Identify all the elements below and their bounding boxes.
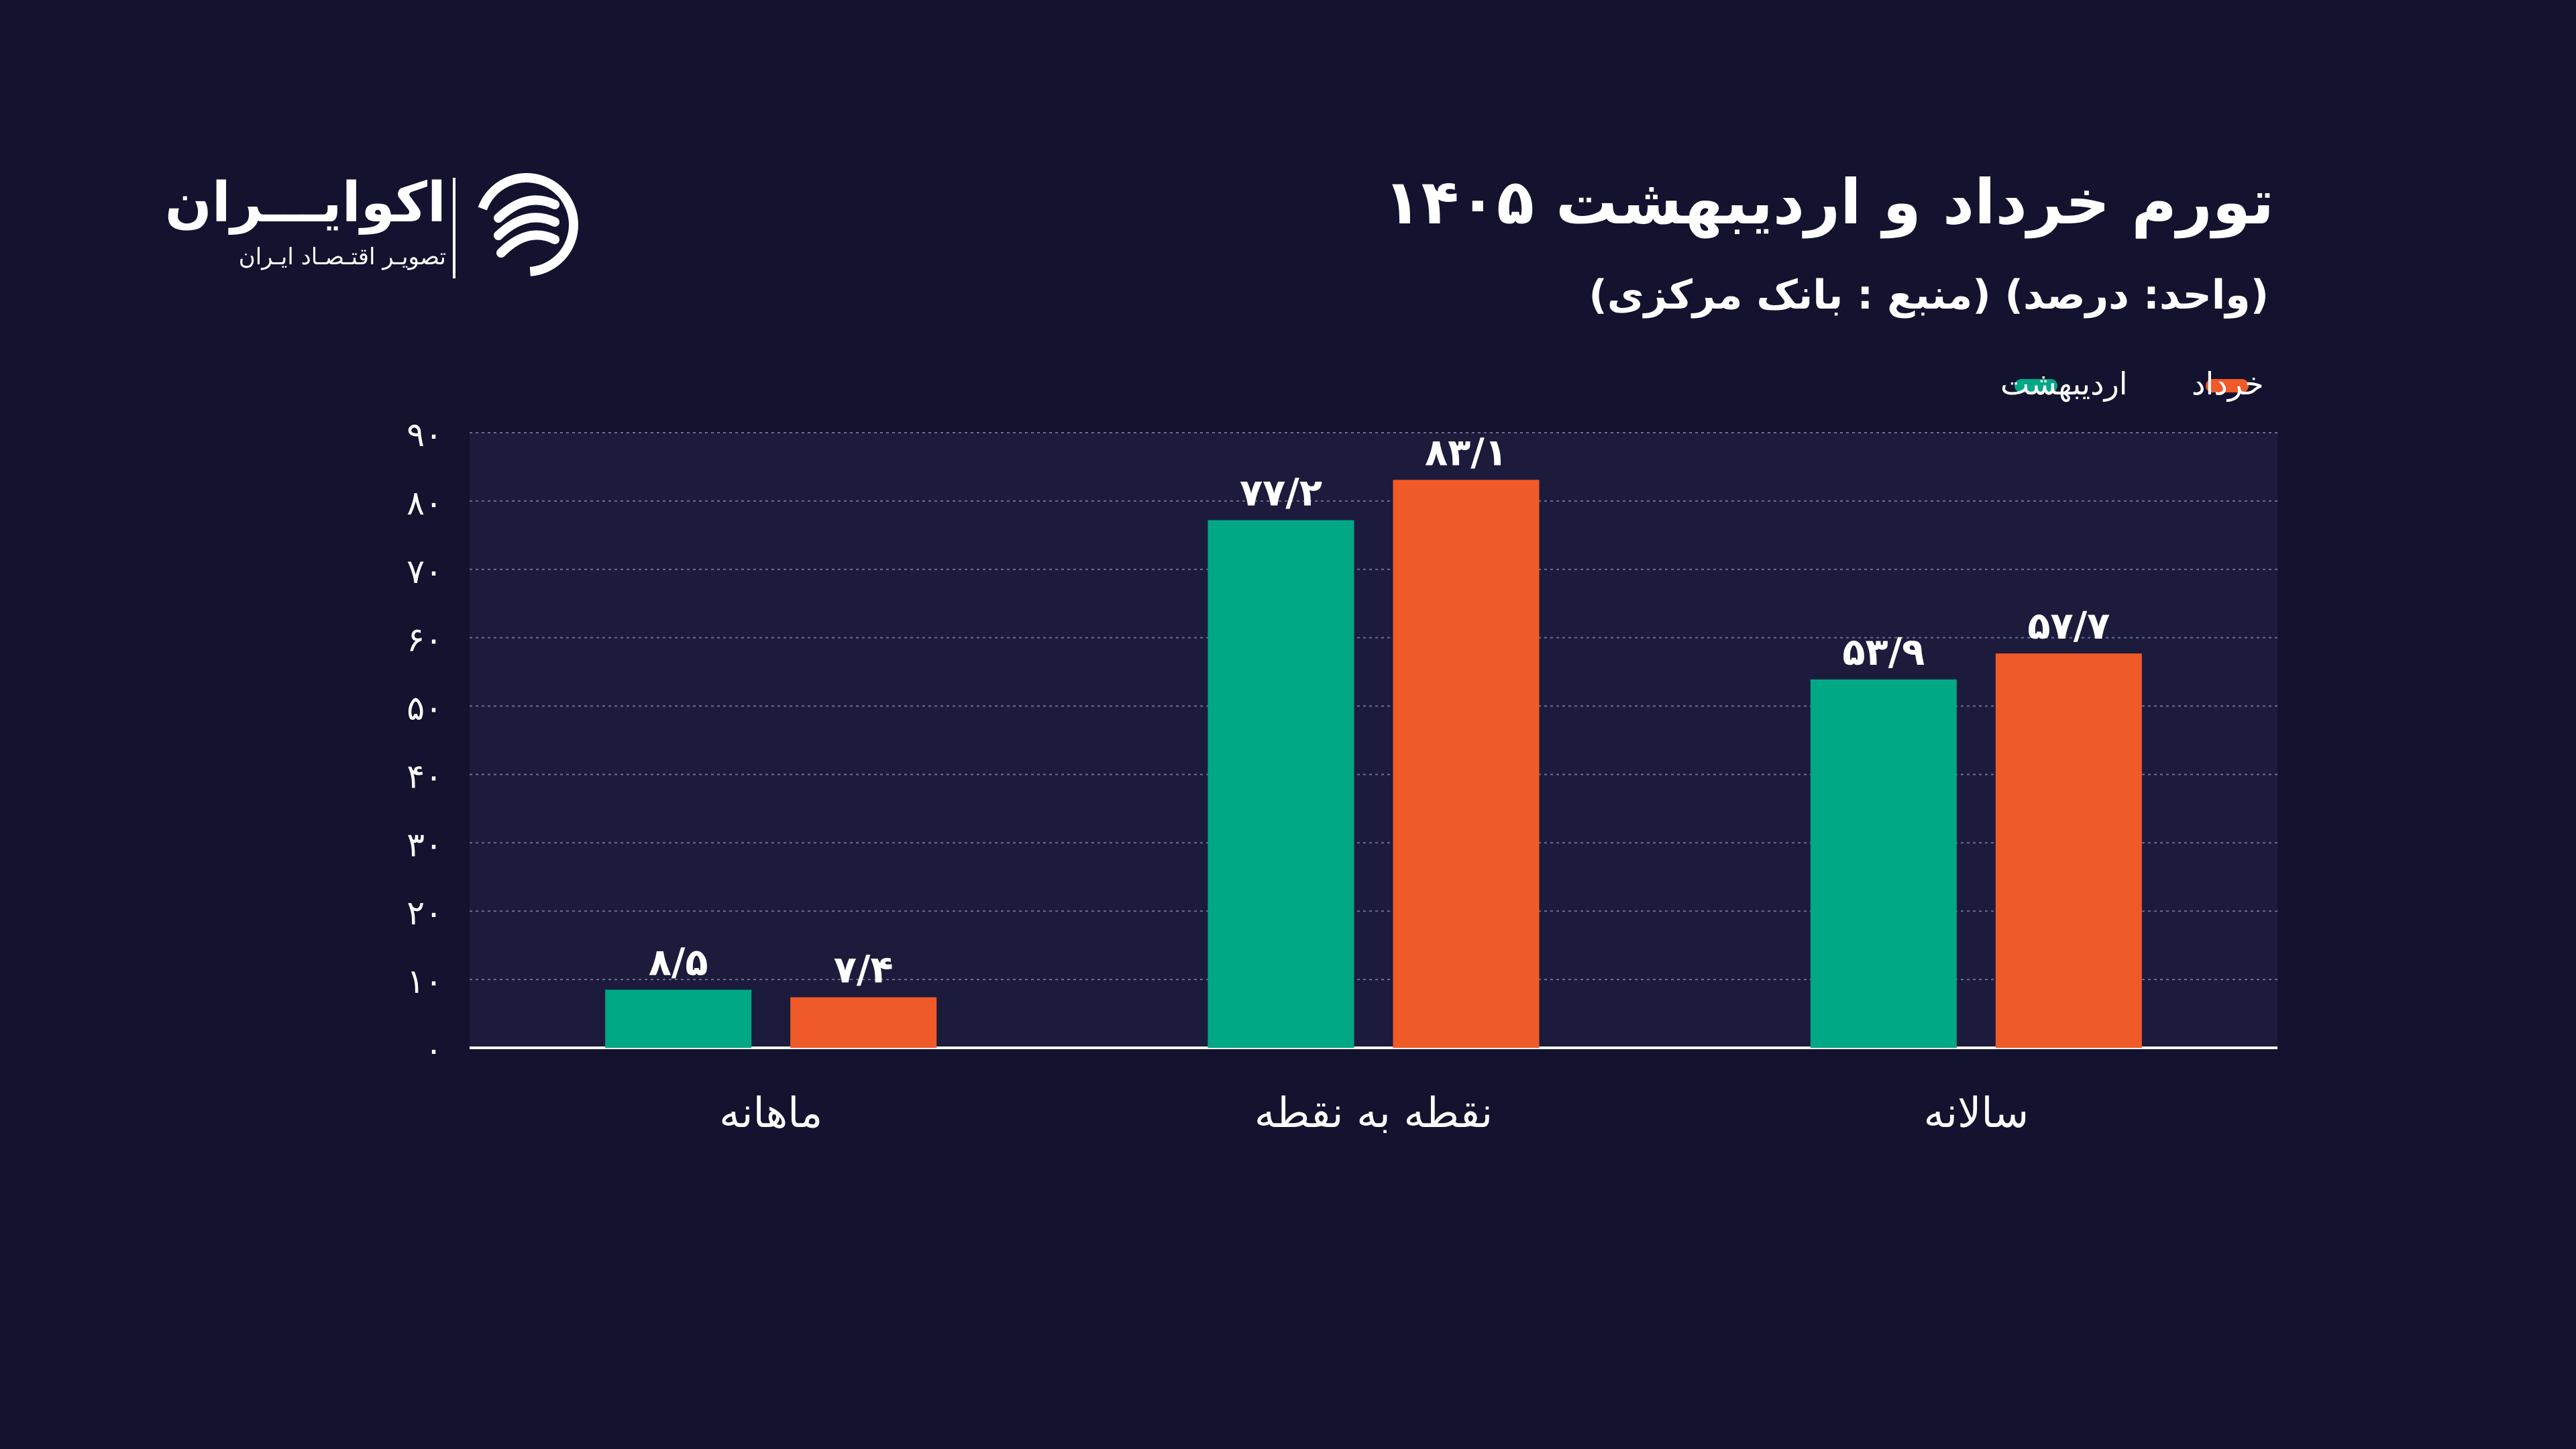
bar-value-label: ۷۷/۲ [1240, 471, 1322, 515]
chart-title: تورم خرداد و اردیبهشت ۱۴۰۵ [1383, 166, 2274, 238]
y-tick-label: ۹۰ [407, 415, 443, 454]
bar-value-label: ۵۳/۹ [1842, 631, 1925, 674]
legend: خرداد اردیبهشت [2000, 366, 2264, 402]
legend-label: اردیبهشت [2000, 366, 2128, 402]
bar-value-label: ۷/۴ [834, 949, 894, 992]
bar-value-label: ۸۳/۱ [1425, 431, 1507, 474]
y-tick-label: ۷۰ [407, 552, 443, 591]
x-tick-label: ماهانه [719, 1088, 822, 1137]
ekoiran-logo-icon [475, 173, 578, 276]
y-tick-label: ۰ [425, 1030, 443, 1069]
y-tick-label: ۳۰ [407, 825, 443, 864]
chart-subtitle: (واحد: درصد) (منبع : بانک مرکزی) [1589, 272, 2269, 319]
y-tick-label: ۴۰ [407, 757, 443, 796]
logo-tagline: تصویـر اقتـصـاد ایـران [238, 244, 446, 270]
y-tick-label: ۲۰ [407, 894, 443, 932]
y-axis-ticks: ۰ ۱۰ ۲۰ ۳۰ ۴۰ ۵۰ ۶۰ ۷۰ ۸۰ ۹۰ [407, 415, 443, 1069]
legend-swatch [2015, 379, 2057, 392]
x-tick-label: سالانه [1923, 1088, 2029, 1137]
y-tick-label: ۱۰ [407, 962, 443, 1001]
logo: اکوایـــران تصویـر اقتـصـاد ایـران [165, 171, 580, 285]
bar [1393, 480, 1540, 1048]
plot-background [470, 433, 2277, 1048]
x-tick-label: نقطه به نقطه [1254, 1088, 1493, 1137]
bar-value-label: ۸/۵ [649, 941, 708, 984]
bar [605, 989, 752, 1048]
bar [790, 997, 937, 1048]
bar [1810, 679, 1957, 1048]
bars [605, 480, 2142, 1048]
logo-divider [453, 178, 455, 278]
value-labels: ۸/۵ ۷/۴ ۷۷/۲ ۸۳/۱ ۵۳/۹ ۵۷/۷ [649, 431, 2110, 991]
y-tick-label: ۵۰ [407, 689, 443, 728]
legend-label: خرداد [2192, 366, 2264, 402]
x-axis-labels: ماهانه نقطه به نقطه سالانه [719, 1088, 2029, 1137]
bar [1995, 653, 2142, 1048]
y-tick-label: ۶۰ [407, 621, 443, 659]
bar-value-label: ۵۷/۷ [2027, 604, 2110, 648]
y-tick-label: ۸۰ [407, 484, 443, 523]
legend-swatch [2206, 379, 2249, 392]
bar [1208, 520, 1354, 1048]
logo-name: اکوایـــران [164, 171, 446, 235]
